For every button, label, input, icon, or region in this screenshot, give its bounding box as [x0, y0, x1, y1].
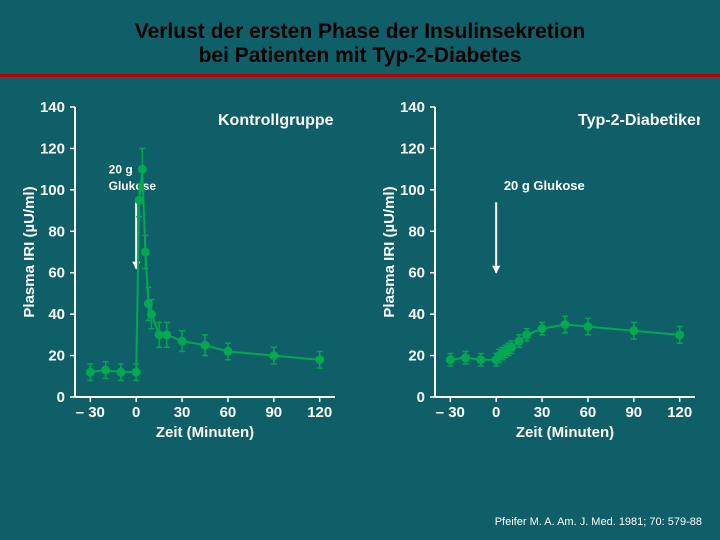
y-tick-label: 80 [408, 223, 425, 240]
data-point [270, 352, 278, 360]
data-point [178, 337, 186, 345]
x-tick-label: 30 [534, 404, 551, 421]
x-axis-label: Zeit (Minuten) [516, 424, 614, 441]
x-tick-label: 0 [132, 404, 140, 421]
y-tick-label: 140 [400, 99, 425, 116]
x-tick-label: 60 [580, 404, 597, 421]
y-tick-label: 80 [48, 223, 65, 240]
glucose-label: 20 g [109, 162, 133, 176]
data-point [630, 327, 638, 335]
y-tick-label: 20 [408, 348, 425, 365]
chart-svg: 0 20 40 60 80 100 120 140 – 30 0 30 60 90 120 Plasma I… [20, 97, 340, 447]
data-point [507, 343, 515, 351]
data-point [523, 331, 531, 339]
data-point [676, 331, 684, 339]
data-point [201, 341, 209, 349]
chart-svg: 0 20 40 60 80 100 120 140 – 30 0 30 60 90 120 Plasma I… [380, 97, 700, 447]
y-tick-label: 100 [400, 182, 425, 199]
series-label: Kontrollgruppe [218, 112, 334, 129]
y-tick-label: 0 [57, 389, 65, 406]
data-point [102, 366, 110, 374]
x-tick-label: – 30 [436, 404, 465, 421]
data-point [316, 356, 324, 364]
y-tick-label: 140 [40, 99, 65, 116]
data-point [477, 356, 485, 364]
title-area: Verlust der ersten Phase der Insulinsekr… [0, 0, 720, 68]
data-point [144, 300, 152, 308]
y-axis-label: Plasma IRI (µU/ml) [381, 186, 398, 317]
x-tick-label: 30 [174, 404, 191, 421]
data-point [446, 356, 454, 364]
citation: Pfeifer M. A. Am. J. Med. 1981; 70: 579-… [495, 516, 702, 528]
y-tick-label: 120 [40, 140, 65, 157]
x-tick-label: – 30 [76, 404, 105, 421]
y-tick-label: 0 [417, 389, 425, 406]
data-point [224, 347, 232, 355]
charts-row: 0 20 40 60 80 100 120 140 – 30 0 30 60 90 120 Plasma I… [0, 97, 720, 452]
data-point [561, 321, 569, 329]
x-tick-label: 90 [265, 404, 282, 421]
series-label: Typ-2-Diabetiker [578, 112, 700, 129]
glucose-label: 20 g Glukose [504, 178, 585, 193]
y-tick-label: 20 [48, 348, 65, 365]
chart-right: 0 20 40 60 80 100 120 140 – 30 0 30 60 90 120 Plasma I… [380, 97, 700, 452]
data-point [515, 337, 523, 345]
data-point [147, 310, 155, 318]
divider [0, 74, 720, 77]
slide: Verlust der ersten Phase der Insulinsekr… [0, 0, 720, 540]
data-point [155, 331, 163, 339]
y-tick-label: 40 [48, 306, 65, 323]
data-point [86, 368, 94, 376]
x-axis-label: Zeit (Minuten) [156, 424, 254, 441]
x-tick-label: 0 [492, 404, 500, 421]
data-point [135, 196, 143, 204]
data-point [538, 325, 546, 333]
y-tick-label: 60 [48, 265, 65, 282]
y-tick-label: 100 [40, 182, 65, 199]
glucose-label: Glukose [109, 179, 157, 193]
data-point [138, 165, 146, 173]
title-line-2: bei Patienten mit Typ-2-Diabetes [0, 44, 720, 68]
data-point [163, 331, 171, 339]
x-tick-label: 90 [625, 404, 642, 421]
x-tick-label: 60 [220, 404, 237, 421]
y-tick-label: 40 [408, 306, 425, 323]
y-axis-label: Plasma IRI (µU/ml) [21, 186, 38, 317]
title-line-1: Verlust der ersten Phase der Insulinsekr… [0, 20, 720, 44]
chart-left: 0 20 40 60 80 100 120 140 – 30 0 30 60 90 120 Plasma I… [20, 97, 340, 452]
data-point [462, 354, 470, 362]
y-tick-label: 120 [400, 140, 425, 157]
data-point [584, 323, 592, 331]
y-tick-label: 60 [408, 265, 425, 282]
x-tick-label: 120 [667, 404, 692, 421]
data-point [132, 368, 140, 376]
x-tick-label: 120 [307, 404, 332, 421]
data-point [141, 248, 149, 256]
glucose-arrowhead-icon [492, 266, 500, 274]
data-point [117, 368, 125, 376]
